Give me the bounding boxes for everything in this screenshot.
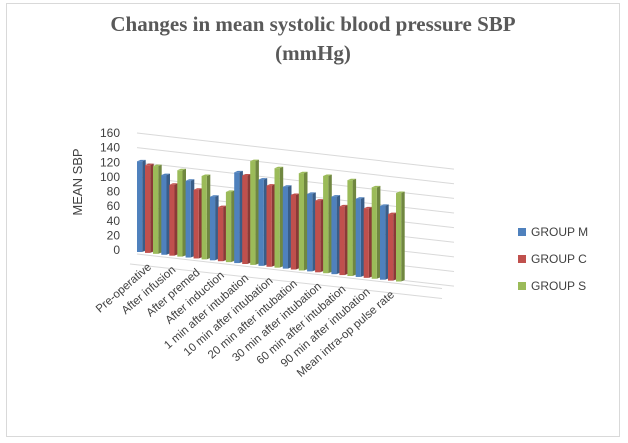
bar-group-s-10	[396, 191, 405, 282]
bar-group-s-6	[298, 171, 308, 271]
legend: GROUP M GROUP C GROUP S	[518, 225, 588, 293]
bar-group-c-3	[217, 205, 227, 262]
legend-swatch	[518, 228, 526, 236]
bars	[137, 159, 405, 282]
gridline-140	[136, 147, 455, 185]
legend-swatch	[518, 282, 526, 290]
legend-item-group-m: GROUP M	[518, 225, 588, 239]
bar-group-m-0	[137, 159, 146, 252]
chart-title: Changes in mean systolic blood pressure …	[0, 10, 626, 68]
bar-group-s-8	[347, 178, 357, 276]
bar-group-s-7	[323, 174, 332, 274]
bar-group-m-4	[234, 170, 243, 264]
bar-group-c-0	[145, 163, 154, 253]
bar-group-c-8	[339, 204, 349, 276]
floor-line	[136, 253, 443, 290]
y-tick-label: 100	[100, 170, 120, 184]
bar-group-s-0	[153, 164, 162, 254]
bar-group-c-5	[266, 184, 276, 267]
bar-group-c-10	[388, 212, 397, 281]
bar-group-s-5	[274, 166, 284, 268]
bar-group-m-3	[209, 195, 219, 261]
bar-group-s-2	[201, 174, 211, 260]
legend-item-group-s: GROUP S	[518, 279, 586, 293]
bar-group-c-7	[315, 199, 324, 273]
bar-group-m-7	[307, 192, 316, 272]
floor-line	[129, 263, 443, 300]
chart-title-line-1: Changes in mean systolic blood pressure …	[110, 12, 516, 36]
legend-label: GROUP S	[531, 279, 586, 293]
bar-group-s-4	[250, 159, 259, 265]
bar-group-c-6	[290, 193, 300, 270]
bar-group-s-1	[177, 168, 186, 257]
bar-group-m-9	[355, 197, 365, 277]
y-tick-label: 60	[107, 199, 121, 213]
y-tick-label: 160	[100, 126, 120, 140]
y-tick-label: 140	[100, 141, 120, 155]
legend-swatch	[518, 255, 526, 263]
bar-group-c-1	[169, 183, 178, 256]
bar-group-m-5	[258, 178, 268, 266]
y-tick-label: 0	[113, 243, 120, 257]
legend-label: GROUP C	[531, 252, 587, 266]
bar-group-m-10	[380, 204, 389, 280]
gridline-160	[136, 132, 455, 170]
legend-item-group-c: GROUP C	[518, 252, 587, 266]
bar-group-m-1	[161, 173, 170, 255]
bar-group-s-3	[225, 190, 235, 263]
y-axis-label: MEAN SBP	[70, 148, 85, 215]
y-tick-label: 80	[107, 185, 121, 199]
bar-group-c-2	[193, 188, 203, 259]
bar-group-c-9	[363, 206, 373, 278]
legend-label: GROUP M	[531, 225, 588, 239]
y-tick-label: 40	[107, 214, 121, 228]
y-tick-label: 120	[100, 155, 120, 169]
bar-group-m-8	[331, 195, 341, 275]
y-tick-label: 20	[107, 228, 121, 242]
bar-group-s-9	[371, 185, 381, 279]
chart-title-line-2: (mmHg)	[275, 41, 351, 65]
bar-group-m-2	[185, 179, 195, 258]
bar-group-m-6	[282, 185, 292, 269]
bar-group-c-4	[242, 174, 251, 264]
